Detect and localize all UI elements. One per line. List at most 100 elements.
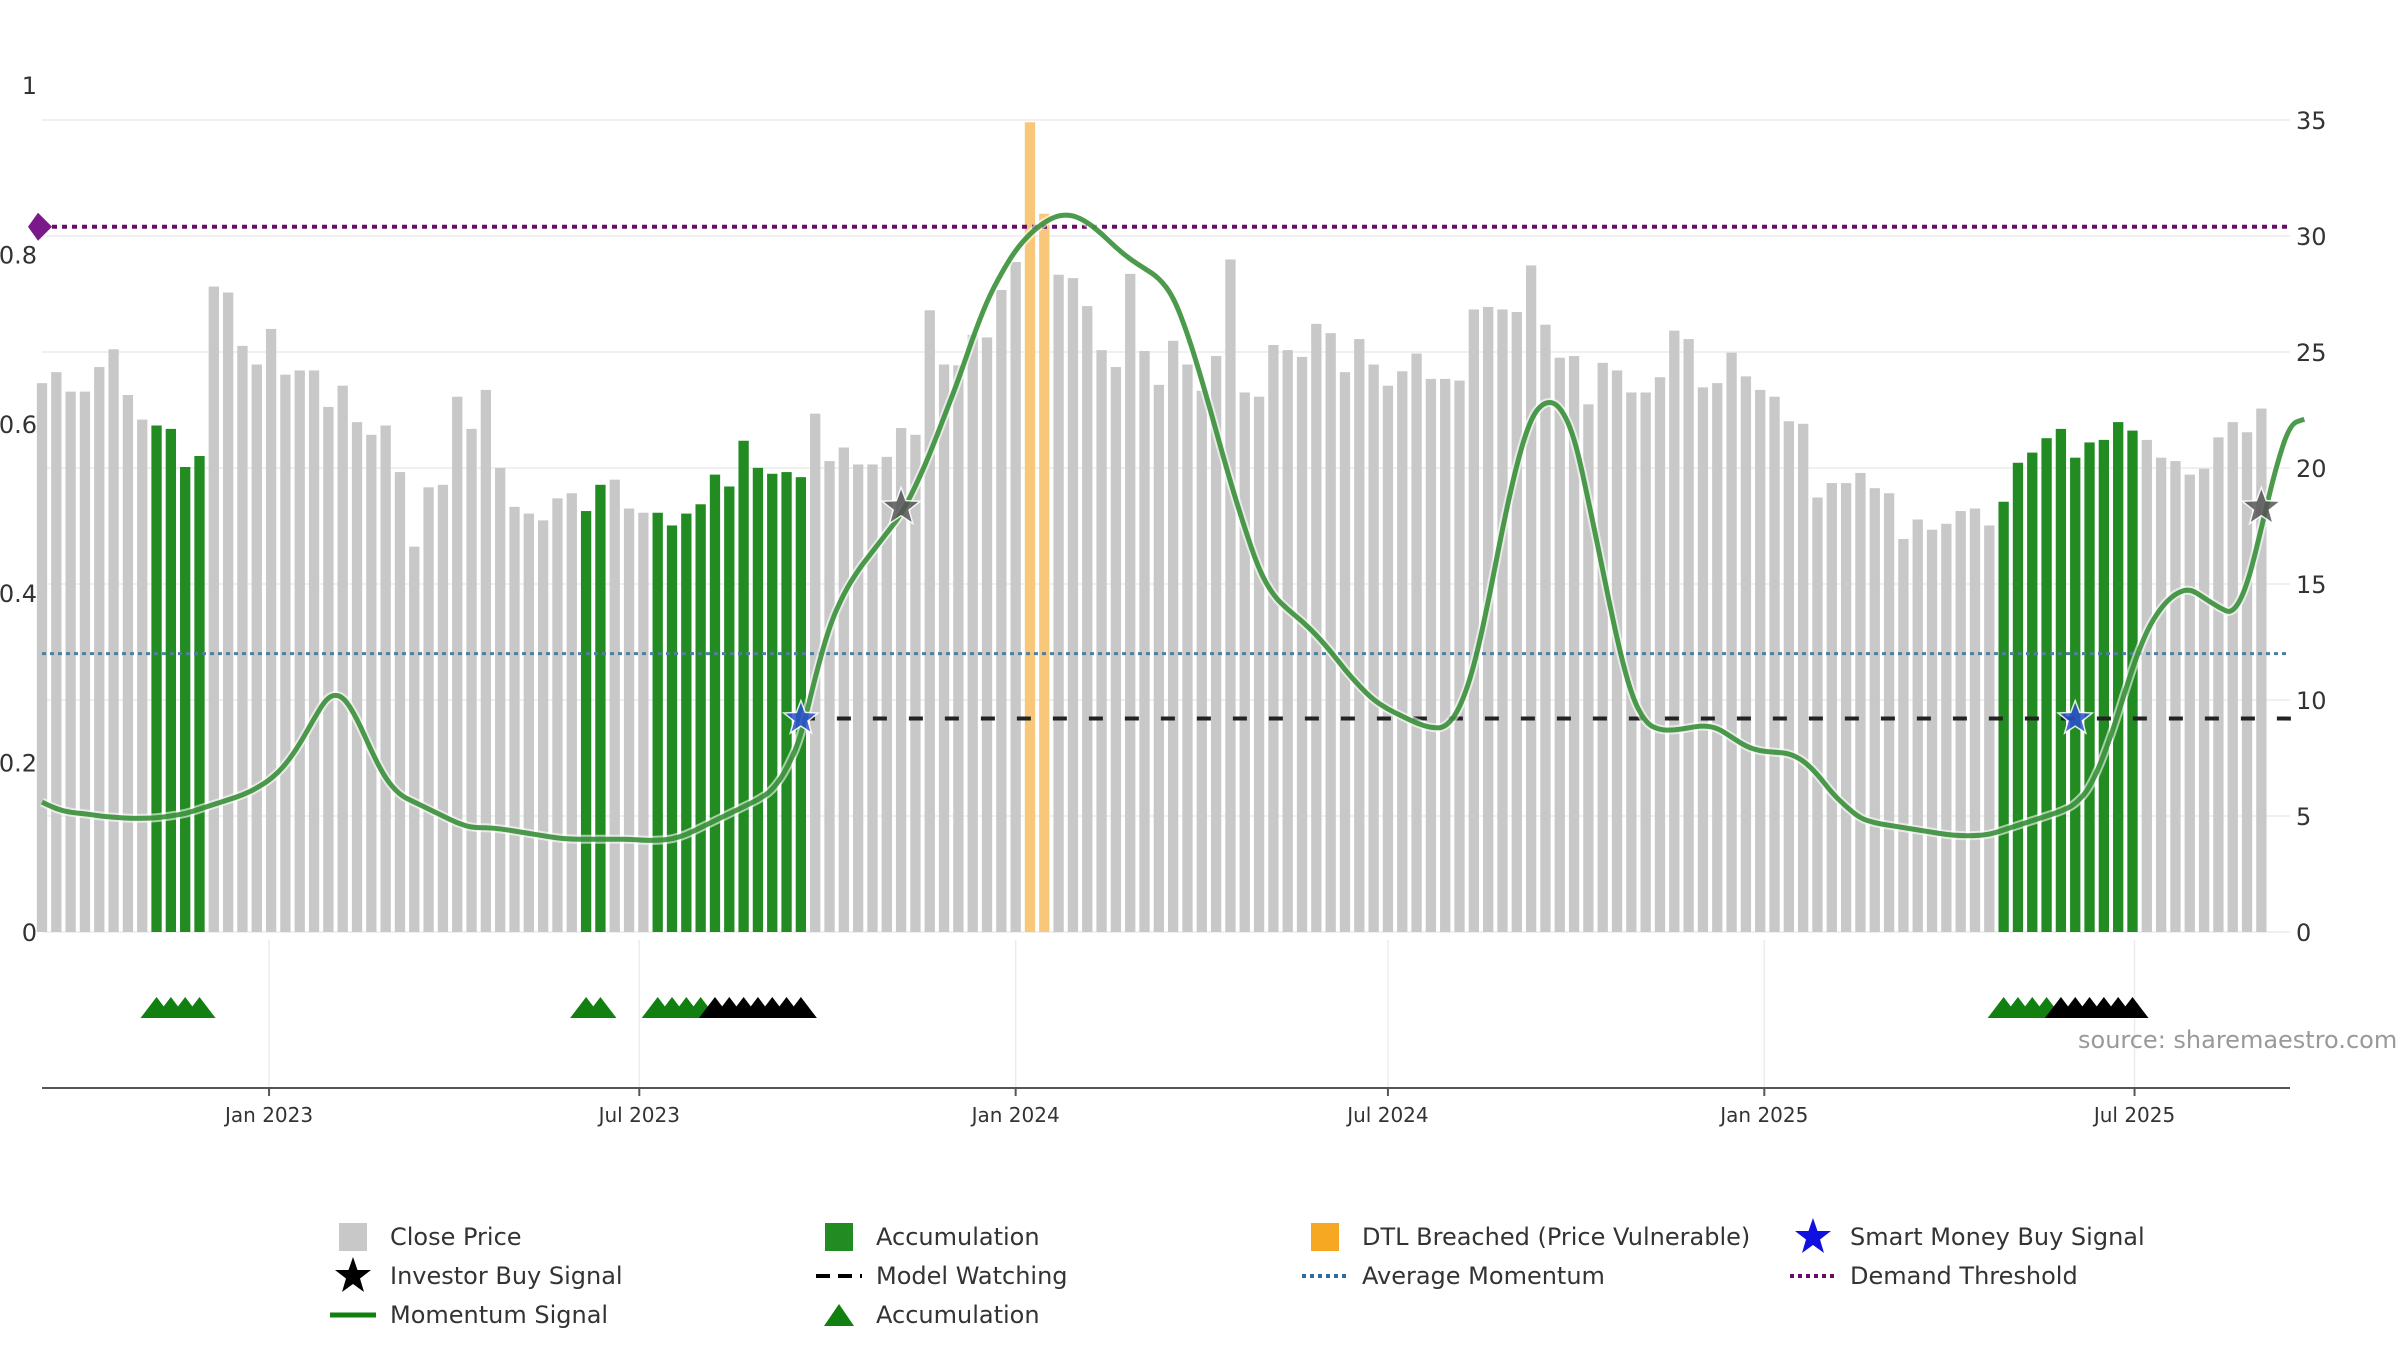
close-price-bar <box>480 389 492 932</box>
close-price-bar <box>895 428 907 932</box>
y-right-tick-label: 0 <box>2296 919 2311 947</box>
close-price-bar <box>1440 378 1451 932</box>
y-right-tick-label: 30 <box>2296 223 2327 251</box>
close-price-bar <box>1168 340 1179 932</box>
close-price-bar <box>2227 422 2238 932</box>
close-price-bar <box>1697 387 1709 932</box>
close-price-bar <box>1669 330 1680 932</box>
close-price-bar <box>1597 362 1608 932</box>
y-right-tick-label: 15 <box>2296 571 2327 599</box>
tick-labels: Jan 2023 Jul 2023 Jan 2024 Jul 2024 Jan 2025… <box>0 72 2327 1127</box>
investor-buy-star <box>2240 485 2283 526</box>
accumulation-bar <box>180 466 191 932</box>
close-price-bar <box>2170 461 2181 932</box>
axes <box>42 1087 2290 1096</box>
accumulation-bar <box>2113 422 2124 932</box>
close-price-bar <box>1311 323 1322 932</box>
close-price-bar <box>1812 497 1823 932</box>
close-price-bar <box>852 464 864 932</box>
accumulation-triangles <box>140 997 2149 1018</box>
close-price-bar <box>2213 437 2224 932</box>
close-price-bar <box>394 472 406 932</box>
close-price-bar <box>609 479 620 932</box>
close-price-bar <box>1511 311 1522 933</box>
y-left-tick-label: 1 <box>22 72 37 100</box>
close-price-bar <box>1354 339 1365 933</box>
close-price-bar <box>1253 396 1265 932</box>
close-price-bar <box>1568 356 1580 932</box>
close-price-bar <box>1339 372 1351 932</box>
close-price-bar <box>294 370 305 933</box>
close-price-bar <box>1425 378 1437 932</box>
accumulation-bar <box>695 504 706 932</box>
close-price-bar <box>79 391 91 932</box>
close-price-bar <box>1067 278 1079 933</box>
close-price-bar <box>1296 356 1308 933</box>
close-price-bar <box>838 447 849 932</box>
close-price-bar <box>1382 385 1394 932</box>
accumulation-bar <box>2041 438 2052 932</box>
y-right-tick-label: 5 <box>2296 803 2311 831</box>
x-tick-label: Jul 2025 <box>2092 1103 2175 1127</box>
y-left-tick-label: 0.4 <box>0 580 37 608</box>
close-price-bar <box>409 546 420 932</box>
close-price-bar <box>1239 392 1250 932</box>
close-price-bar <box>1740 376 1752 932</box>
close-price-bar <box>537 520 549 932</box>
close-price-bar <box>1110 367 1122 932</box>
y-left-tick-label: 0.6 <box>0 411 37 439</box>
signal-lines <box>40 210 2306 845</box>
close-price-bar <box>1225 259 1236 932</box>
close-price-bar <box>1554 357 1565 932</box>
accumulation-bar <box>781 472 792 932</box>
close-price-bar <box>938 364 950 932</box>
accumulation-bar <box>2055 428 2067 932</box>
close-price-bar <box>1268 345 1279 932</box>
close-price-bar <box>523 513 534 932</box>
close-price-bar <box>1826 483 1837 932</box>
close-price-bar <box>1282 350 1293 933</box>
close-price-bar <box>881 456 892 932</box>
close-price-bar <box>51 372 62 932</box>
close-price-bar <box>1397 371 1408 932</box>
close-price-bar <box>967 334 978 932</box>
close-price-bar <box>337 385 348 932</box>
x-tick-label: Jul 2023 <box>597 1103 680 1127</box>
close-price-bar <box>867 464 878 932</box>
close-price-bar <box>1912 519 1923 932</box>
demand-threshold-marker <box>28 212 52 241</box>
close-price-bar <box>1468 309 1480 933</box>
signal-markers <box>28 212 2283 735</box>
close-price-bar <box>2256 408 2267 933</box>
y-left-tick-label: 0 <box>22 919 37 947</box>
close-price-bar <box>1783 421 1795 932</box>
close-price-bar <box>265 328 277 932</box>
close-price-bar <box>1926 529 1938 932</box>
close-price-bar <box>1053 274 1064 932</box>
close-price-bar <box>466 428 477 932</box>
dtl-breached-bar <box>1024 122 1036 932</box>
accumulation-bar <box>752 467 764 932</box>
accumulation-bar <box>724 486 735 932</box>
close-price-bar <box>1368 364 1379 932</box>
watching-triangle <box>784 997 817 1018</box>
close-price-bar <box>380 425 391 932</box>
close-price-bar <box>1125 273 1136 933</box>
x-tick-label: Jan 2024 <box>970 1103 1060 1127</box>
close-price-bar <box>1010 262 1021 932</box>
close-price-bar <box>65 391 76 932</box>
close-price-bar <box>1583 404 1594 933</box>
close-price-bar <box>1082 306 1093 932</box>
close-price-bar <box>2155 457 2167 932</box>
accumulation-bar <box>709 474 721 932</box>
close-price-bar <box>1712 383 1723 932</box>
accumulation-bar <box>738 440 749 932</box>
accumulation-triangle <box>584 997 617 1018</box>
close-price-bar <box>137 419 148 932</box>
accumulation-bar <box>666 525 678 932</box>
accumulation-bar <box>2084 442 2095 932</box>
close-price-bar <box>1182 364 1193 932</box>
close-price-bar <box>1139 350 1150 932</box>
investor-buy-star <box>880 485 923 526</box>
